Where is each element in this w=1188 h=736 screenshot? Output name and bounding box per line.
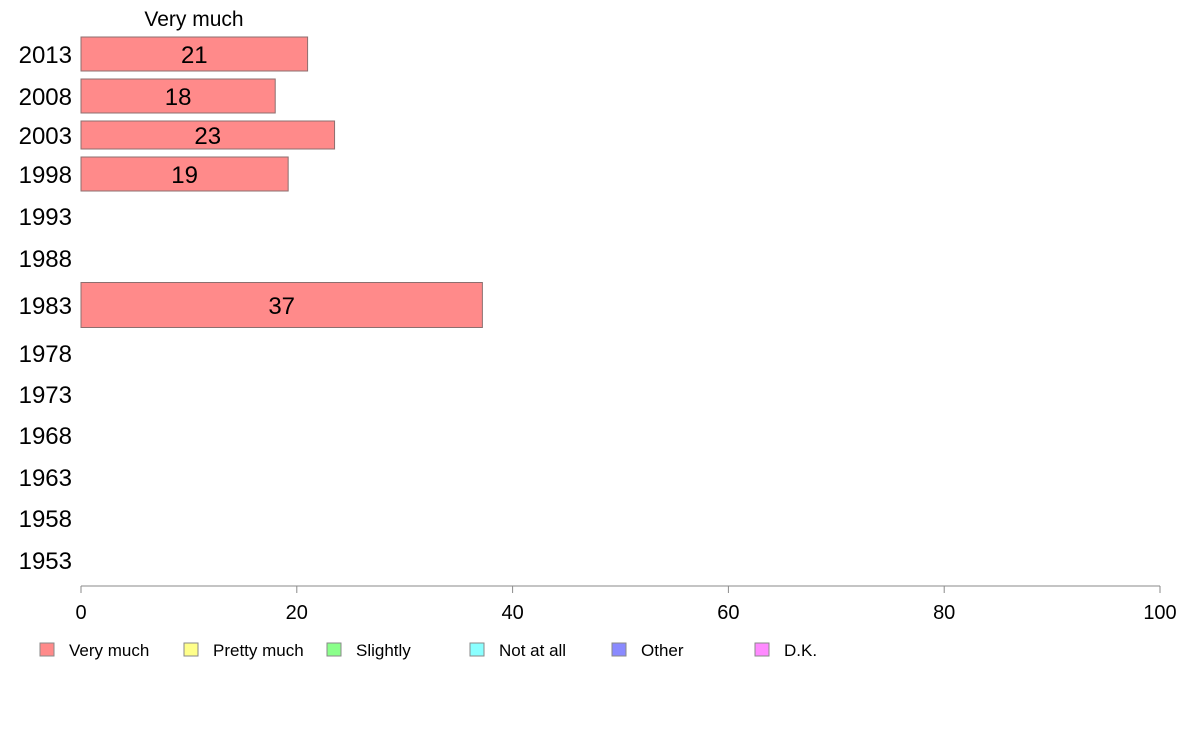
y-label-1958: 1958 xyxy=(19,506,72,533)
bar-1998-0 xyxy=(80,156,289,192)
y-label-1998: 1998 xyxy=(19,162,72,189)
data-label-2013-0: 21 xyxy=(181,42,208,69)
y-label-1978: 1978 xyxy=(19,341,72,368)
y-label-1953: 1953 xyxy=(19,548,72,575)
data-label-1998-0: 19 xyxy=(171,162,198,189)
x-axis: 0 20 40 60 80 100 xyxy=(75,585,1177,624)
y-label-1968: 1968 xyxy=(19,423,72,450)
y-label-1988: 1988 xyxy=(19,246,72,273)
y-label-1993: 1993 xyxy=(19,204,72,231)
x-tick-label-100: 100 xyxy=(1143,602,1176,624)
y-label-1963: 1963 xyxy=(19,465,72,492)
bar-1983-0 xyxy=(80,282,483,328)
bar-2003-0 xyxy=(80,120,336,150)
legend-label-2: Slightly xyxy=(356,641,411,660)
x-tick-label-80: 80 xyxy=(933,602,955,624)
legend-label-1: Pretty much xyxy=(213,641,304,660)
y-label-2003: 2003 xyxy=(19,123,72,150)
legend-swatch-1 xyxy=(183,642,199,657)
legend-label-5: D.K. xyxy=(784,641,817,660)
data-label-2003-0: 23 xyxy=(194,123,221,150)
legend-swatch-4 xyxy=(611,642,627,657)
legend-label-4: Other xyxy=(641,641,684,660)
y-label-2008: 2008 xyxy=(19,84,72,111)
legend: Very much Pretty much Slightly Not at all Ot… xyxy=(39,641,817,660)
series-title: Very much xyxy=(144,8,243,31)
y-axis-labels: 2013 2008 2003 1998 1993 1988 1983 1978 1973 1968… xyxy=(19,42,72,575)
y-label-1983: 1983 xyxy=(19,293,72,320)
legend-swatch-2 xyxy=(326,642,342,657)
legend-label-3: Not at all xyxy=(499,641,566,660)
bar-2008-0 xyxy=(80,78,276,114)
x-tick-label-0: 0 xyxy=(75,602,86,624)
y-label-2013: 2013 xyxy=(19,42,72,69)
data-label-2008-0: 18 xyxy=(165,84,192,111)
legend-swatch-0 xyxy=(39,642,55,657)
x-tick-label-40: 40 xyxy=(501,602,523,624)
y-label-1973: 1973 xyxy=(19,382,72,409)
legend-label-0: Very much xyxy=(69,641,149,660)
x-tick-label-20: 20 xyxy=(286,602,308,624)
x-tick-label-60: 60 xyxy=(717,602,739,624)
bar-2013-0 xyxy=(80,36,309,72)
legend-swatch-3 xyxy=(469,642,485,657)
data-label-1983-0: 37 xyxy=(268,293,295,320)
legend-swatch-5 xyxy=(754,642,770,657)
